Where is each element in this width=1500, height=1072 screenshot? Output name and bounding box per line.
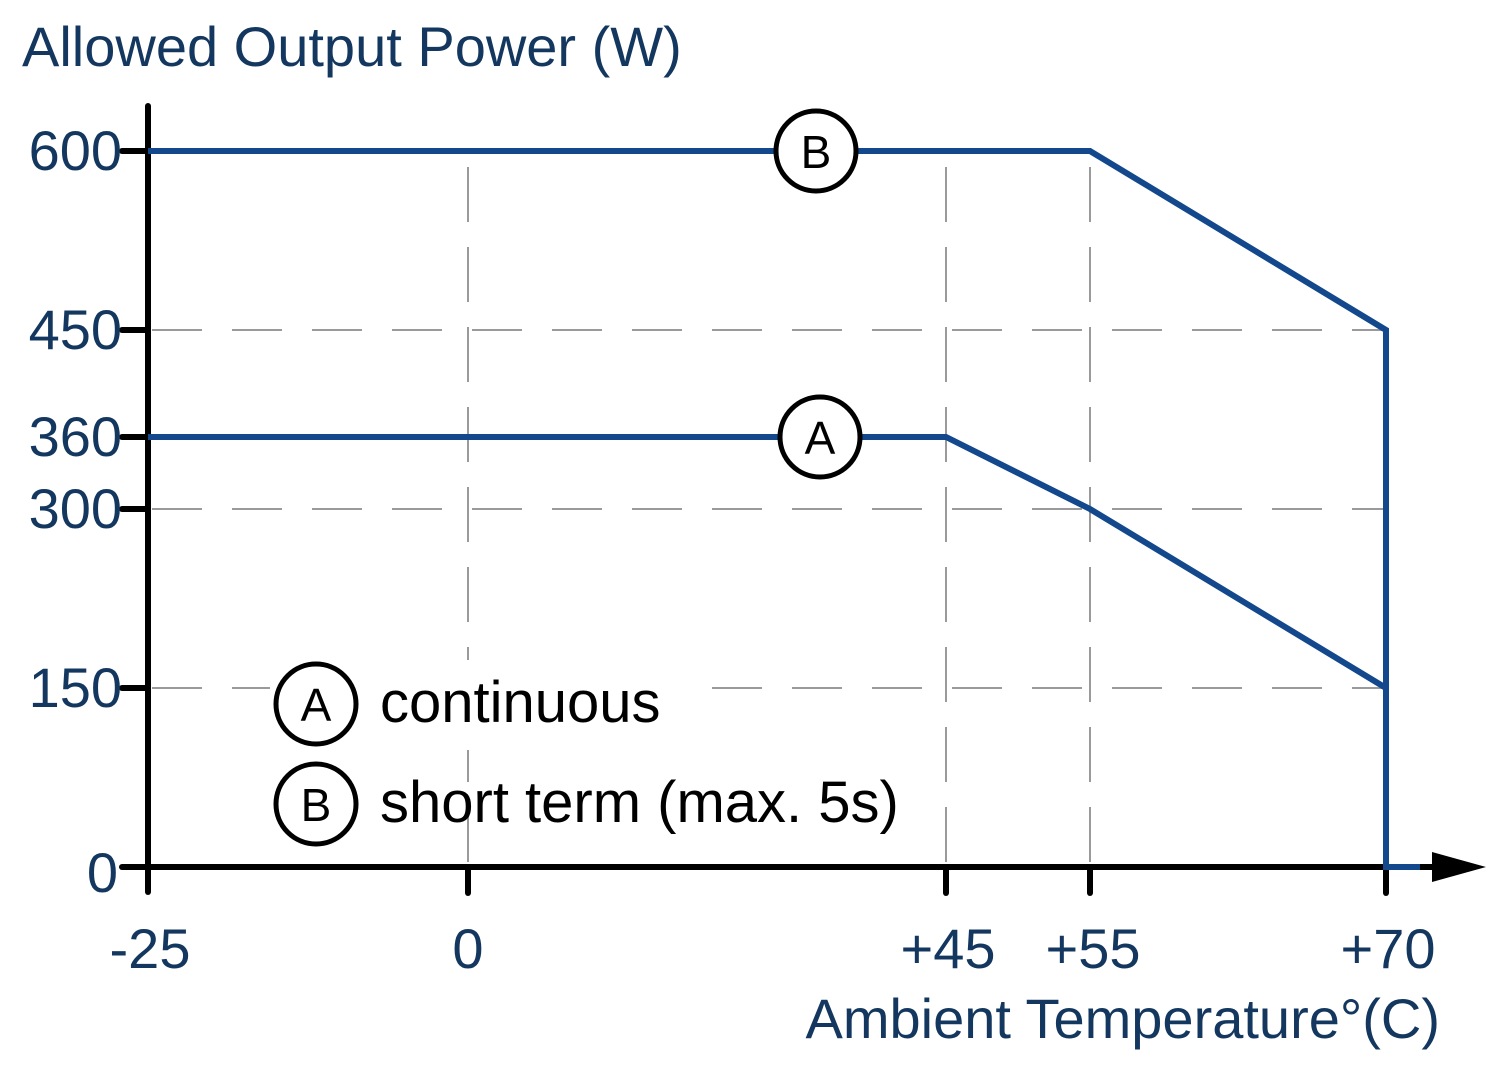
grid xyxy=(152,329,1384,689)
x-tick-55: +55 xyxy=(1046,917,1141,980)
legend-label-b: short term (max. 5s) xyxy=(380,770,899,835)
y-tick-labels: 600 450 360 300 150 0 xyxy=(29,119,122,904)
legend-label-a: continuous xyxy=(380,670,661,735)
y-tick-450: 450 xyxy=(29,298,122,361)
x-tick-70: +70 xyxy=(1341,917,1436,980)
svg-text:A: A xyxy=(805,412,836,464)
x-tick-45: +45 xyxy=(901,917,996,980)
grid-vertical xyxy=(467,167,1091,865)
y-tick-300: 300 xyxy=(29,477,122,540)
x-tick-minus25: -25 xyxy=(110,917,191,980)
series-a-line xyxy=(148,434,1388,691)
y-axis-title: Allowed Output Power (W) xyxy=(22,15,682,78)
y-tick-0: 0 xyxy=(87,841,118,904)
axes xyxy=(119,103,1443,896)
svg-text:B: B xyxy=(801,126,832,178)
legend: A continuous B short term (max. 5s) xyxy=(270,660,899,847)
y-tick-600: 600 xyxy=(29,119,122,182)
legend-marker-b: B xyxy=(301,779,332,831)
series-a-marker: A xyxy=(777,394,863,480)
legend-item-a: A continuous xyxy=(273,661,661,747)
x-tick-labels: -25 0 +45 +55 +70 xyxy=(110,917,1436,980)
legend-item-b: B short term (max. 5s) xyxy=(273,761,899,847)
legend-marker-a: A xyxy=(301,679,332,731)
y-tick-360: 360 xyxy=(29,405,122,468)
x-tick-0: 0 xyxy=(452,917,483,980)
y-tick-150: 150 xyxy=(29,656,122,719)
series-b-marker: B xyxy=(773,108,859,194)
x-axis-arrow-icon xyxy=(1432,852,1486,882)
x-axis-title: Ambient Temperature°(C) xyxy=(806,987,1440,1050)
